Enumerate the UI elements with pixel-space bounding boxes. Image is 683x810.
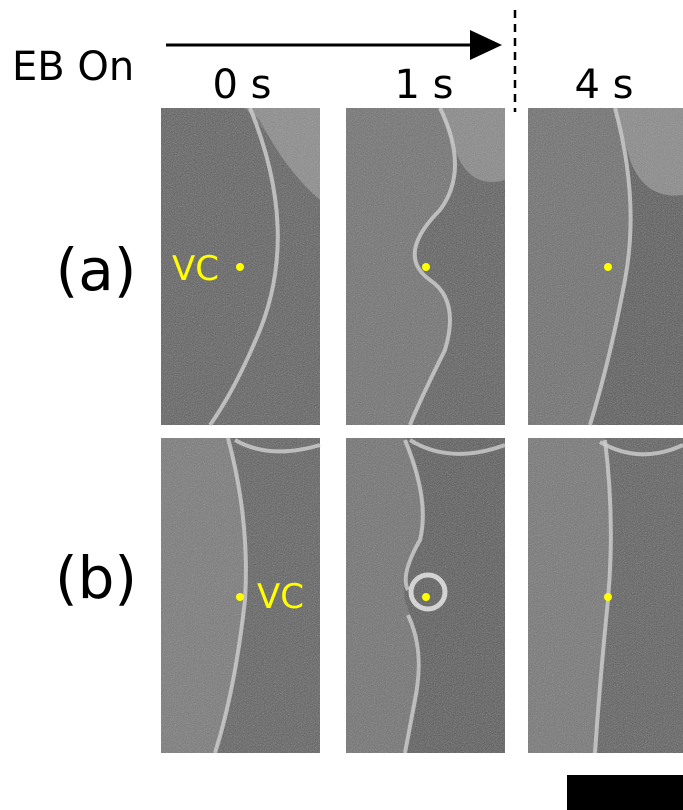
arrow-head (470, 30, 502, 60)
row-label: (a) (56, 236, 137, 304)
time-label: 1 s (394, 62, 453, 108)
eb-on-label: EB On (12, 44, 134, 90)
figure: EB On 0 s 1 s 4 s (a) (b) (0, 0, 683, 810)
time-label: 0 s (212, 62, 271, 108)
time-label: 4 s (574, 62, 633, 108)
vc-annotation: VC (257, 577, 304, 617)
vc-annotation: VC (172, 249, 219, 289)
panels (161, 108, 683, 753)
scale-bar (567, 775, 683, 810)
row-label: (b) (55, 544, 137, 612)
